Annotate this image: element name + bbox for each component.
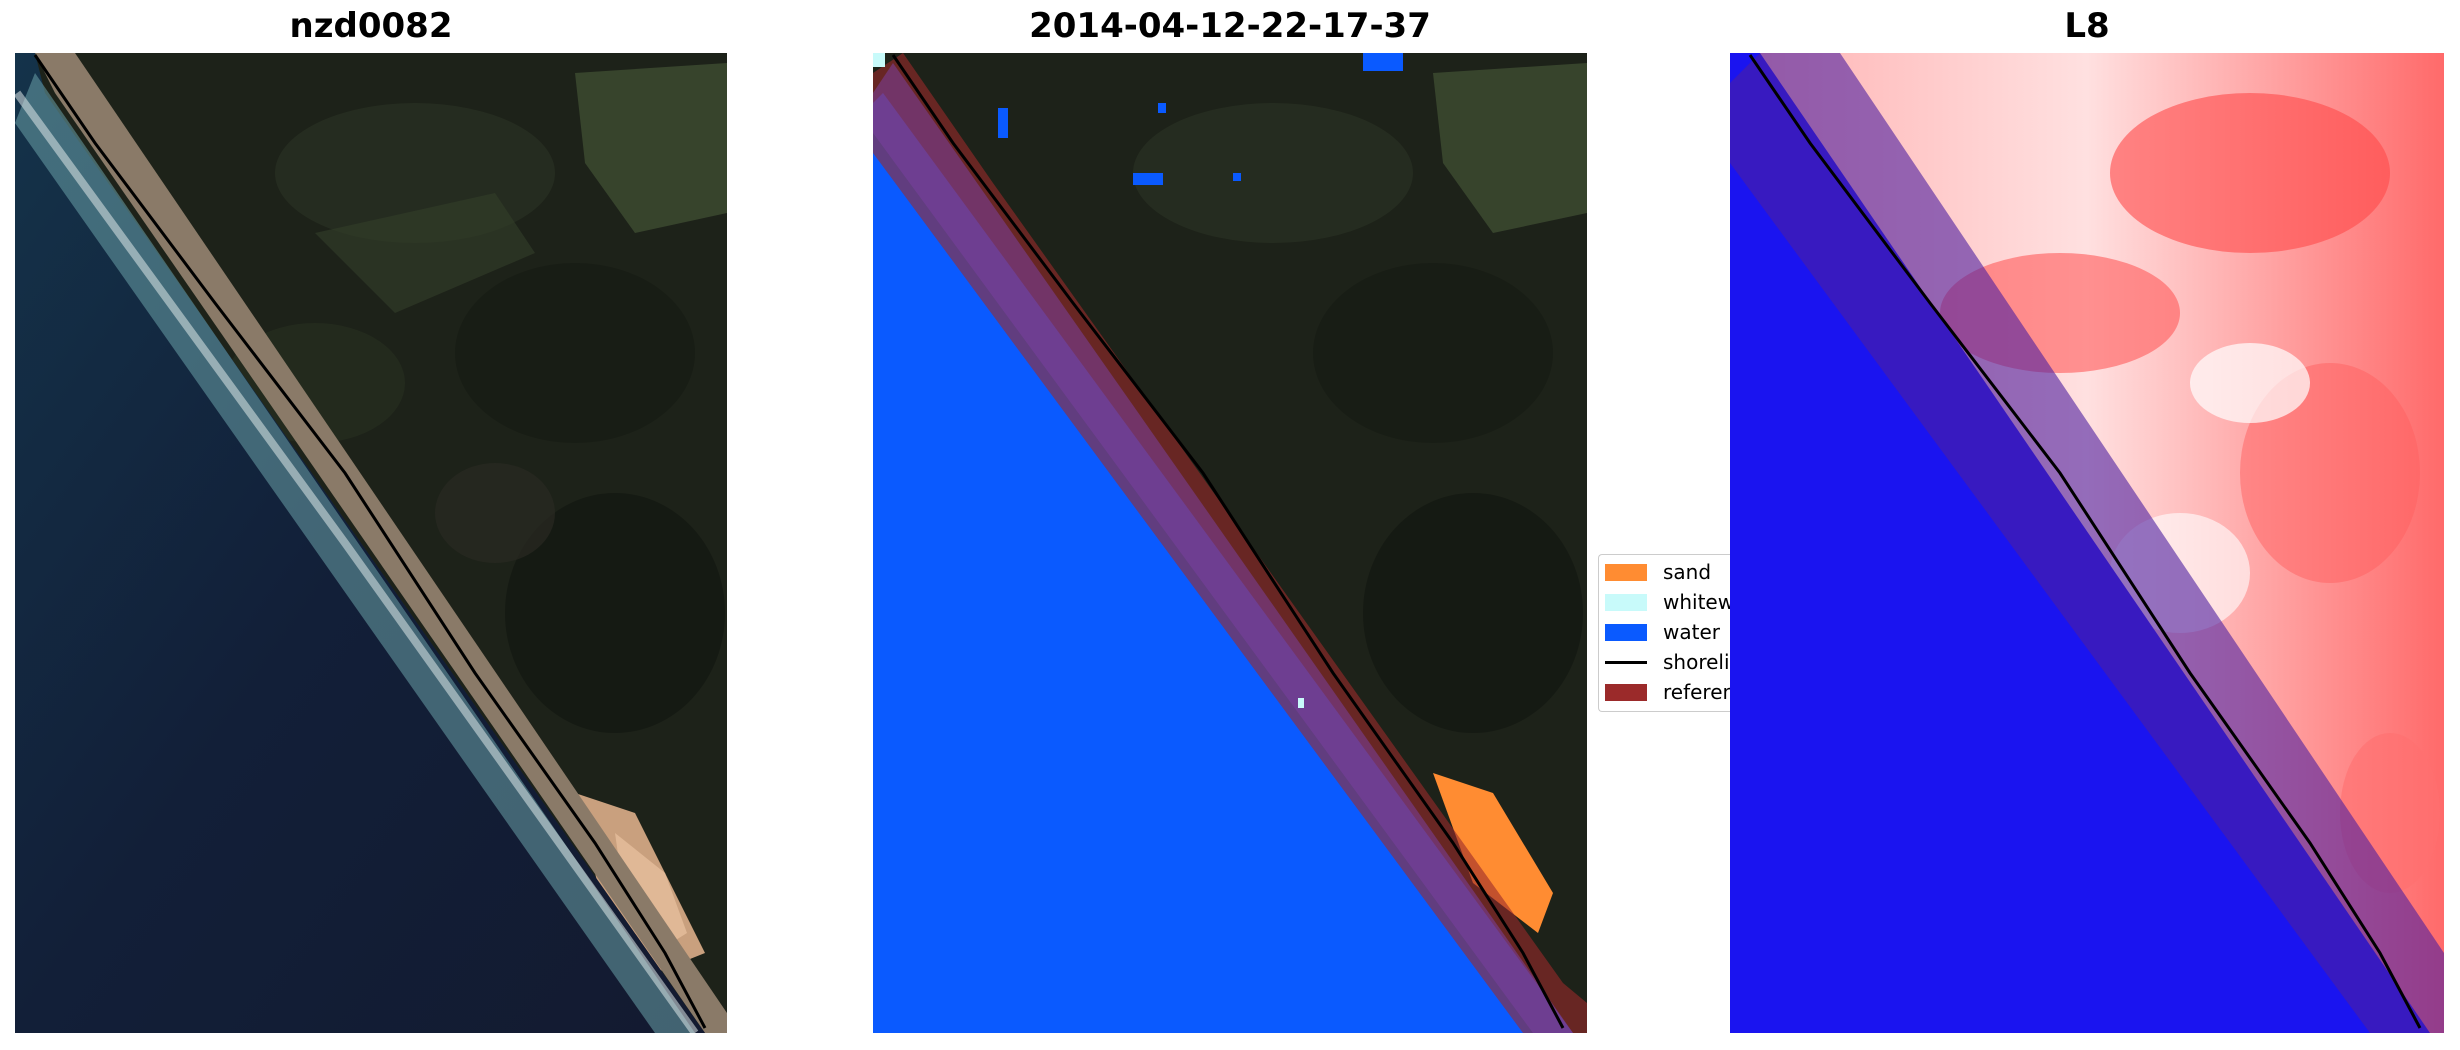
- legend-label: shoreline: [1663, 650, 1730, 674]
- legend-label: sand: [1663, 560, 1712, 584]
- shoreline-swatch: [1605, 660, 1647, 664]
- water-swatch: [1605, 623, 1647, 641]
- legend-item-reference: reference shoreline buffer: [1605, 679, 1730, 705]
- legend-item-shoreline: shoreline: [1605, 649, 1730, 675]
- rgb-image-panel: [15, 53, 727, 1033]
- index-image: [1730, 53, 2444, 1033]
- index-image-panel: [1730, 53, 2444, 1033]
- legend-item-sand: sand: [1605, 559, 1711, 585]
- panel-title-index: L8: [2064, 6, 2110, 46]
- panel-title-rgb: nzd0082: [289, 6, 453, 46]
- reference-swatch: [1605, 683, 1647, 701]
- legend-item-water: water: [1605, 619, 1720, 645]
- panel-title-classified: 2014-04-12-22-17-37: [1029, 6, 1431, 46]
- classified-image-panel: [873, 53, 1587, 1033]
- legend-label: reference shoreline buffer: [1663, 680, 1730, 704]
- rgb-satellite-image: [15, 53, 727, 1033]
- sand-swatch: [1605, 563, 1647, 581]
- legend-label: water: [1663, 620, 1720, 644]
- classified-image: [873, 53, 1587, 1033]
- whitewater-swatch: [1605, 593, 1647, 611]
